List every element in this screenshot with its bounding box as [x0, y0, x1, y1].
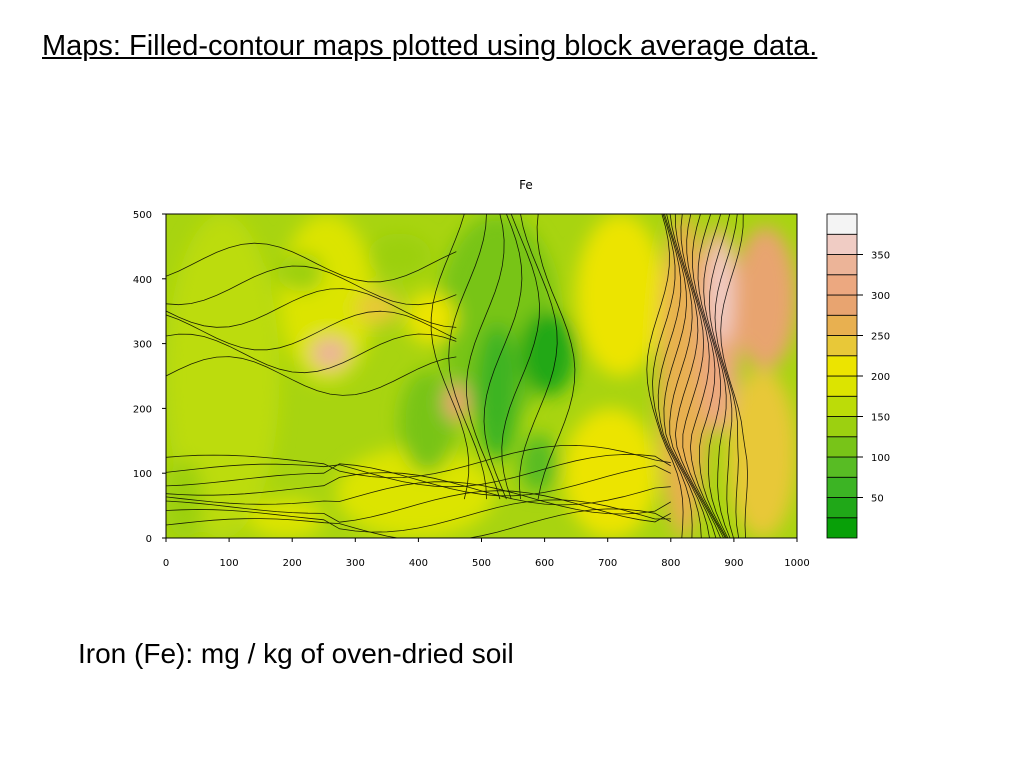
- contour-region: [248, 499, 324, 538]
- contour-line: [657, 214, 702, 538]
- x-axis: 0 100 200 300 400 500 600 700 800 900 1000: [163, 538, 810, 569]
- colorbar-swatch: [826, 314, 858, 336]
- colorbar-tick-label: 250: [871, 332, 890, 343]
- contour-plot: Fe 0 100 200 300 400 500 600 700 800 900 1000 0 100…: [133, 178, 890, 569]
- x-tick-label: 600: [535, 558, 554, 569]
- y-tick-label: 100: [133, 469, 152, 480]
- contour-region: [367, 233, 432, 279]
- colorbar-tick-label: 100: [871, 453, 890, 464]
- contour-region: [519, 311, 577, 396]
- contour-region: [355, 291, 400, 325]
- contour-region: [166, 214, 280, 538]
- contour-line: [720, 214, 748, 538]
- contour-line: [166, 454, 672, 488]
- contour-line: [430, 214, 470, 500]
- colorbar-swatch: [826, 213, 858, 235]
- contour-field: [166, 214, 797, 538]
- contour-line: [166, 508, 671, 538]
- colorbar-tick-label: 350: [871, 251, 890, 262]
- x-tick-label: 0: [163, 558, 169, 569]
- x-tick-label: 400: [409, 558, 428, 569]
- contour-region: [563, 408, 659, 538]
- x-tick-label: 300: [346, 558, 365, 569]
- contour-line: [686, 214, 726, 538]
- contour-line: [166, 499, 671, 533]
- contour-line: [501, 214, 540, 500]
- y-tick-label: 0: [146, 534, 152, 545]
- contour-line: [483, 214, 523, 500]
- contour-line: [708, 214, 734, 538]
- y-tick-label: 200: [133, 404, 152, 415]
- contour-line: [166, 463, 671, 497]
- slide-title: Maps: Filled-contour maps plotted using …: [42, 30, 818, 62]
- contour-line: [166, 265, 457, 306]
- colorbar-swatch: [826, 233, 858, 255]
- colorbar-swatch: [826, 497, 858, 519]
- contour-line: [166, 444, 671, 479]
- contour-line: [166, 288, 457, 328]
- contour-region: [475, 324, 520, 461]
- contour-line: [669, 214, 717, 538]
- contour-region: [311, 337, 349, 370]
- contour-line: [166, 333, 457, 374]
- contour-line: [166, 472, 671, 506]
- colorbar-swatch: [826, 476, 858, 498]
- contour-line: [674, 214, 721, 538]
- contour-region: [443, 382, 469, 422]
- contour-line: [646, 214, 684, 538]
- caption: Iron (Fe): mg / kg of oven-dried soil: [78, 638, 514, 669]
- contour-line: [518, 214, 558, 500]
- x-tick-label: 500: [472, 558, 491, 569]
- colorbar-swatch: [826, 395, 858, 417]
- x-tick-label: 100: [220, 558, 239, 569]
- contour-line: [714, 214, 740, 538]
- x-tick-label: 800: [661, 558, 680, 569]
- colorbar-tick-label: 150: [871, 413, 890, 424]
- contour-line: [466, 214, 505, 500]
- contour-region: [727, 369, 797, 538]
- contour-region: [733, 226, 797, 370]
- colorbar-tick-label: 300: [871, 291, 890, 302]
- contour-line: [691, 214, 727, 538]
- contour-line: [536, 214, 576, 500]
- contour-region: [519, 434, 558, 493]
- y-tick-label: 300: [133, 340, 152, 351]
- colorbar-swatch: [826, 335, 858, 357]
- colorbar-swatch: [826, 274, 858, 296]
- colorbar-swatch: [826, 456, 858, 478]
- contour-line: [663, 214, 710, 538]
- contour-line: [166, 490, 671, 523]
- colorbar: 50 100 150 200 250 300 350: [826, 213, 890, 539]
- contour-line: [166, 481, 672, 515]
- colorbar-swatch: [826, 375, 858, 397]
- plot-title: Fe: [519, 178, 533, 192]
- colorbar-swatch: [826, 436, 858, 458]
- colorbar-swatch: [826, 416, 858, 438]
- colorbar-swatch: [826, 517, 858, 539]
- contour-region: [399, 369, 457, 474]
- colorbar-swatch: [826, 294, 858, 316]
- y-tick-label: 500: [133, 210, 152, 221]
- contour-line: [448, 214, 487, 500]
- contour-line: [166, 242, 457, 283]
- x-tick-label: 1000: [784, 558, 809, 569]
- y-tick-label: 400: [133, 275, 152, 286]
- y-axis: 0 100 200 300 400 500: [133, 210, 166, 545]
- x-tick-label: 900: [724, 558, 743, 569]
- colorbar-tick-label: 200: [871, 372, 890, 383]
- contour-line: [697, 214, 729, 538]
- contour-line: [680, 214, 724, 538]
- contour-region: [336, 447, 495, 538]
- contour-line: [166, 356, 457, 396]
- colorbar-swatch: [826, 355, 858, 377]
- x-tick-label: 700: [598, 558, 617, 569]
- contour-region: [576, 214, 665, 376]
- contour-line: [652, 214, 693, 538]
- contour-line: [166, 310, 457, 351]
- contour-region: [279, 252, 324, 292]
- contour-line: [703, 214, 731, 538]
- colorbar-tick-label: 50: [871, 494, 884, 505]
- x-tick-label: 200: [283, 558, 302, 569]
- colorbar-swatch: [826, 254, 858, 276]
